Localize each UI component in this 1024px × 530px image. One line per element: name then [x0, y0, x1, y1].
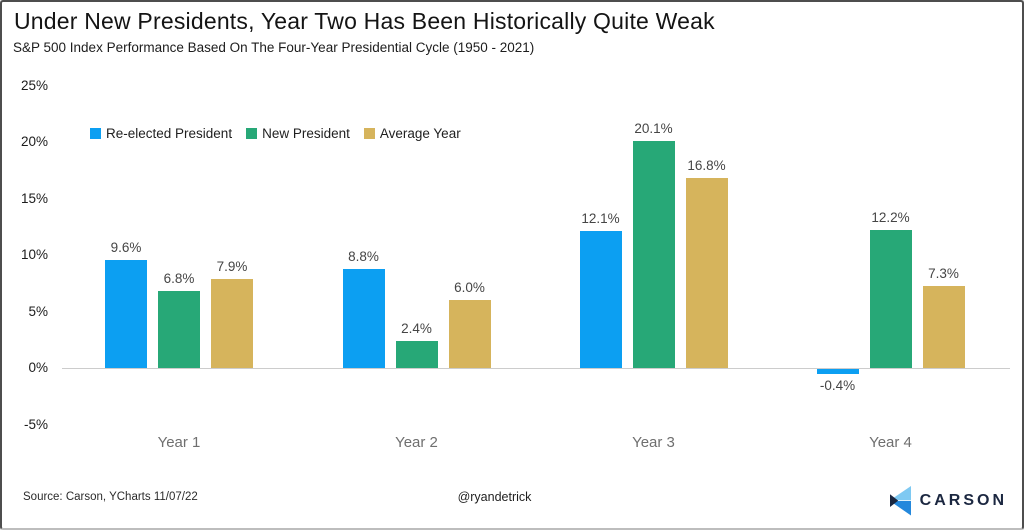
bar-year-3-series-0 — [579, 231, 622, 368]
bar-year-2-series-2 — [448, 300, 491, 368]
bar-year-2-series-0 — [342, 268, 385, 368]
legend-item-average-year: Average Year — [363, 126, 461, 141]
x-axis-category-label: Year 4 — [869, 434, 912, 451]
bar-value-label: -0.4% — [819, 377, 856, 393]
author-handle: @ryandetrick — [457, 490, 532, 504]
y-axis-tick-label: -5% — [23, 416, 48, 432]
x-axis-category-label: Year 2 — [395, 434, 438, 451]
bar-year-4-series-1 — [869, 230, 912, 368]
bar-year-1-series-1 — [158, 291, 200, 368]
bar-value-label: 7.3% — [928, 265, 959, 281]
carson-logo-text: CARSON — [919, 492, 1007, 509]
bar-value-label: 6.8% — [163, 271, 195, 287]
bar-year-4-series-0 — [816, 369, 859, 374]
bar-value-label: 9.6% — [110, 239, 142, 255]
y-axis-tick-label: 10% — [20, 247, 48, 262]
x-axis-line — [62, 368, 1010, 369]
bar-value-label: 2.4% — [401, 320, 432, 336]
y-axis-tick-label: 15% — [20, 190, 48, 206]
y-axis-tick-label: 0% — [28, 360, 48, 375]
legend-swatch-reelected — [90, 128, 101, 139]
bar-year-4-series-2 — [922, 285, 965, 368]
y-axis-tick-label: 25% — [20, 77, 48, 93]
y-axis-tick-label: 20% — [20, 134, 48, 149]
bar-value-label: 12.1% — [581, 211, 620, 227]
legend-item-reelected: Re-elected President — [90, 126, 232, 141]
page-subtitle: S&P 500 Index Performance Based On The F… — [13, 40, 535, 55]
legend-label: Re-elected President — [106, 126, 233, 141]
bar-value-label: 20.1% — [634, 120, 673, 136]
legend-swatch-new-president — [246, 128, 258, 139]
legend-swatch-average-year — [363, 128, 375, 139]
carson-logo-icon — [889, 486, 911, 516]
legend-item-new-president: New President — [246, 126, 350, 141]
source-note: Source: Carson, YCharts 11/07/22 — [23, 491, 198, 503]
legend-label: Average Year — [379, 126, 461, 141]
bar-year-2-series-1 — [395, 340, 438, 368]
bar-value-label: 16.8% — [687, 158, 726, 174]
y-axis-tick-label: 5% — [28, 303, 48, 319]
bar-value-label: 12.2% — [871, 210, 910, 226]
page-title: Under New Presidents, Year Two Has Been … — [14, 8, 715, 34]
bar-year-1-series-2 — [211, 278, 253, 368]
bar-value-label: 8.8% — [348, 248, 379, 264]
legend: Re-elected President New President Avera… — [90, 126, 461, 141]
bar-value-label: 7.9% — [216, 258, 248, 274]
bar-year-3-series-1 — [632, 140, 675, 368]
carson-logo: CARSON — [889, 486, 1007, 516]
bar-value-label: 6.0% — [454, 280, 485, 296]
legend-label: New President — [262, 126, 350, 141]
x-axis-category-label: Year 1 — [157, 434, 201, 451]
x-axis-category-label: Year 3 — [632, 434, 675, 451]
bar-year-1-series-0 — [105, 259, 147, 368]
bar-year-3-series-2 — [685, 178, 728, 368]
